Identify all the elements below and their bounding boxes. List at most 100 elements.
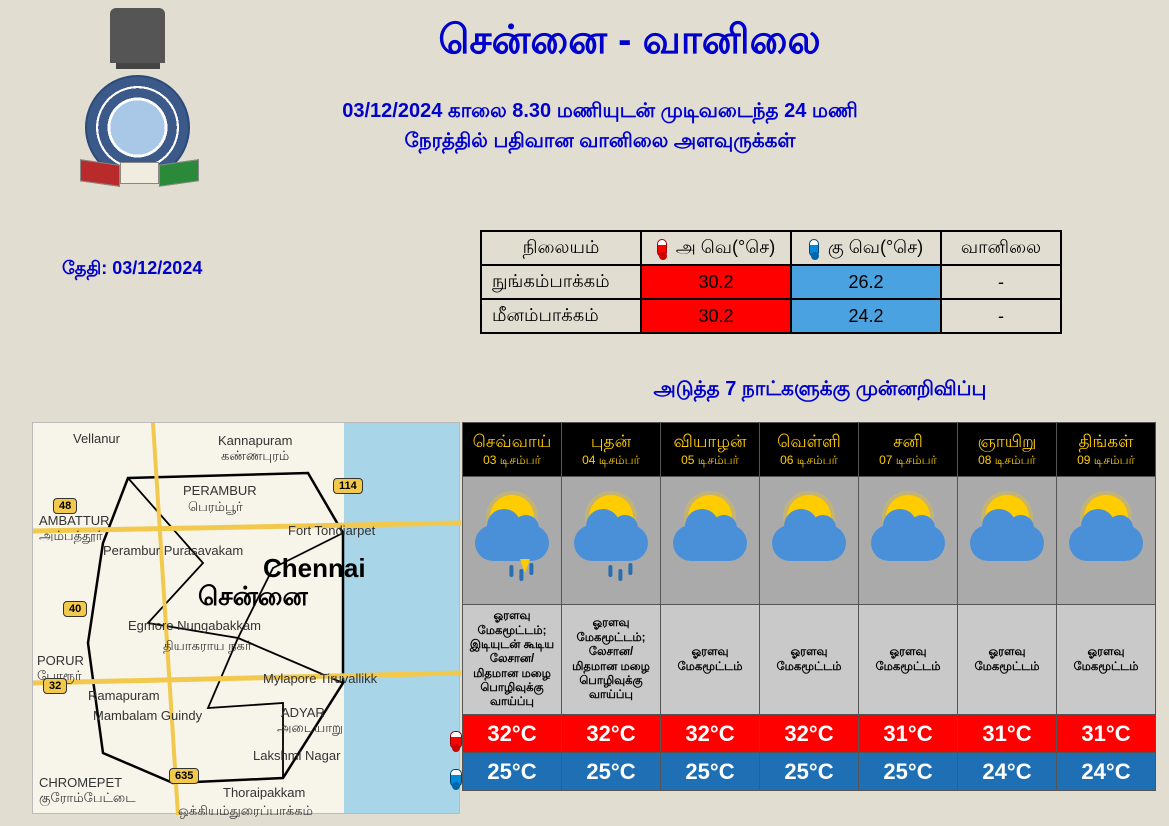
forecast-weather-icon <box>760 477 859 605</box>
forecast-weather-icon <box>463 477 562 605</box>
obs-header-row: நிலையம் அ வெ(°செ) கு வெ(°செ) வானிலை <box>481 231 1061 265</box>
cloud-icon <box>970 525 1044 561</box>
observation-table: நிலையம் அ வெ(°செ) கு வெ(°செ) வானிலை நுங்… <box>480 230 1062 334</box>
obs-max: 30.2 <box>641 265 791 299</box>
map-place-label: அம்பத்தூர் <box>39 528 103 545</box>
forecast-desc: ஓரளவு மேகமூட்டம்; இடியுடன் கூடிய லேசான/ … <box>463 605 562 715</box>
forecast-min-temp: 25°C <box>463 753 562 791</box>
forecast-min-temp: 25°C <box>661 753 760 791</box>
obs-min: 24.2 <box>791 299 941 333</box>
obs-wx: - <box>941 299 1061 333</box>
forecast-max-temp: 31°C <box>958 715 1057 753</box>
cloud-icon <box>475 525 549 561</box>
forecast-header-row: செவ்வாய்03 டிசம்பர்புதன்04 டிசம்பர்வியாழ… <box>463 423 1156 477</box>
map-place-label: Perambur Purasavakam <box>103 543 243 558</box>
forecast-day-header: செவ்வாய்03 டிசம்பர் <box>463 423 562 477</box>
map-city-ta: சென்னை <box>198 581 308 615</box>
forecast-day-header: வியாழன்05 டிசம்பர் <box>661 423 760 477</box>
forecast-max-temp: 31°C <box>1057 715 1156 753</box>
forecast-max-row: 32°C32°C32°C32°C31°C31°C31°C <box>463 715 1156 753</box>
forecast-weather-icon <box>859 477 958 605</box>
route-shield: 48 <box>53 498 77 514</box>
forecast-min-temp: 25°C <box>760 753 859 791</box>
forecast-table: செவ்வாய்03 டிசம்பர்புதன்04 டிசம்பர்வியாழ… <box>462 422 1156 791</box>
cloud-icon <box>1069 525 1143 561</box>
obs-header-station: நிலையம் <box>481 231 641 265</box>
forecast-desc: ஓரளவு மேகமூட்டம்; லேசான/ மிதமான மழை பொழி… <box>562 605 661 715</box>
route-shield: 114 <box>333 478 363 494</box>
obs-wx: - <box>941 265 1061 299</box>
forecast-max-temp: 32°C <box>463 715 562 753</box>
map-place-label: Mylapore Tiruvallikk <box>263 671 377 686</box>
forecast-min-temp: 25°C <box>859 753 958 791</box>
imd-ribbon-icon <box>79 162 200 184</box>
map-place-label: Lakshmi Nagar <box>253 748 340 763</box>
obs-max: 30.2 <box>641 299 791 333</box>
map-place-label: PERAMBUR <box>183 483 257 498</box>
chennai-map: Chennai சென்னை Vellanur Kannapuramகண்ணபுர… <box>32 422 460 814</box>
forecast-title: அடுத்த 7 நாட்களுக்கு முன்னறிவிப்பு <box>480 378 1160 403</box>
forecast-day-header: திங்கள்09 டிசம்பர் <box>1057 423 1156 477</box>
map-place-label: Egmore Nungabakkam <box>128 618 261 633</box>
page-title: சென்னை - வானிலை <box>90 0 1169 68</box>
forecast-desc: ஓரளவு மேகமூட்டம் <box>760 605 859 715</box>
obs-header-max: அ வெ(°செ) <box>641 231 791 265</box>
map-place-label: ADYAR <box>281 705 325 720</box>
rain-icon <box>509 565 513 577</box>
forecast-max-temp: 32°C <box>661 715 760 753</box>
map-place-label: Fort Tondiarpet <box>288 523 375 538</box>
map-place-label: Kannapuram <box>218 433 292 448</box>
map-place-label: CHROMEPET <box>39 775 122 790</box>
forecast-max-temp: 31°C <box>859 715 958 753</box>
map-place-label: ஒக்கியம்துரைப்பாக்கம் <box>178 803 313 820</box>
forecast-day-header: ஞாயிறு08 டிசம்பர் <box>958 423 1057 477</box>
lightning-icon <box>520 559 530 573</box>
forecast-desc-row: ஓரளவு மேகமூட்டம்; இடியுடன் கூடிய லேசான/ … <box>463 605 1156 715</box>
forecast-icon-row <box>463 477 1156 605</box>
route-shield: 40 <box>63 601 87 617</box>
obs-row: நுங்கம்பாக்கம் 30.2 26.2 - <box>481 265 1061 299</box>
forecast-weather-icon <box>1057 477 1156 605</box>
obs-min: 26.2 <box>791 265 941 299</box>
cloud-icon <box>673 525 747 561</box>
subtitle-line-1: 03/12/2024 காலை 8.30 மணியுடன் முடிவடைந்த… <box>342 100 858 122</box>
thermometer-blue-icon <box>450 769 462 787</box>
obs-station: மீனம்பாக்கம் <box>481 299 641 333</box>
forecast-min-temp: 24°C <box>958 753 1057 791</box>
map-place-label: Vellanur <box>73 431 120 446</box>
issue-date: தேதி: 03/12/2024 <box>62 258 202 281</box>
forecast-min-temp: 24°C <box>1057 753 1156 791</box>
forecast-min-temp: 25°C <box>562 753 661 791</box>
map-place-label: அடையாறு <box>277 720 343 737</box>
cloud-icon <box>574 525 648 561</box>
cloud-icon <box>772 525 846 561</box>
thermometer-red-icon <box>657 239 667 257</box>
obs-station: நுங்கம்பாக்கம் <box>481 265 641 299</box>
subtitle-line-2: நேரத்தில் பதிவான வானிலை அளவுருக்கள் <box>405 130 796 152</box>
obs-row: மீனம்பாக்கம் 30.2 24.2 - <box>481 299 1061 333</box>
map-place-label: AMBATTUR <box>39 513 110 528</box>
ashoka-lions-icon <box>110 8 165 63</box>
forecast-desc: ஓரளவு மேகமூட்டம் <box>958 605 1057 715</box>
govt-emblem <box>70 8 205 180</box>
map-place-label: Ramapuram <box>88 688 160 703</box>
forecast-day-header: சனி07 டிசம்பர் <box>859 423 958 477</box>
forecast-weather-icon <box>661 477 760 605</box>
thermometer-red-icon <box>450 731 462 749</box>
obs-header-min: கு வெ(°செ) <box>791 231 941 265</box>
map-place-label: Thoraipakkam <box>223 785 305 800</box>
imd-logo-icon <box>85 75 190 180</box>
forecast-desc: ஓரளவு மேகமூட்டம் <box>1057 605 1156 715</box>
cloud-icon <box>871 525 945 561</box>
summary-subtitle: 03/12/2024 காலை 8.30 மணியுடன் முடிவடைந்த… <box>220 96 980 156</box>
forecast-weather-icon <box>562 477 661 605</box>
map-place-label: கண்ணபுரம் <box>221 448 289 465</box>
forecast-day-header: புதன்04 டிசம்பர் <box>562 423 661 477</box>
thermometer-blue-icon <box>809 239 819 257</box>
map-place-label: தியாகராய நகர் <box>163 638 252 655</box>
forecast-max-temp: 32°C <box>562 715 661 753</box>
map-place-label: குரோம்பேட்டை <box>39 790 136 807</box>
forecast-desc: ஓரளவு மேகமூட்டம் <box>661 605 760 715</box>
route-shield: 635 <box>169 768 199 784</box>
map-city-en: Chennai <box>263 553 366 584</box>
